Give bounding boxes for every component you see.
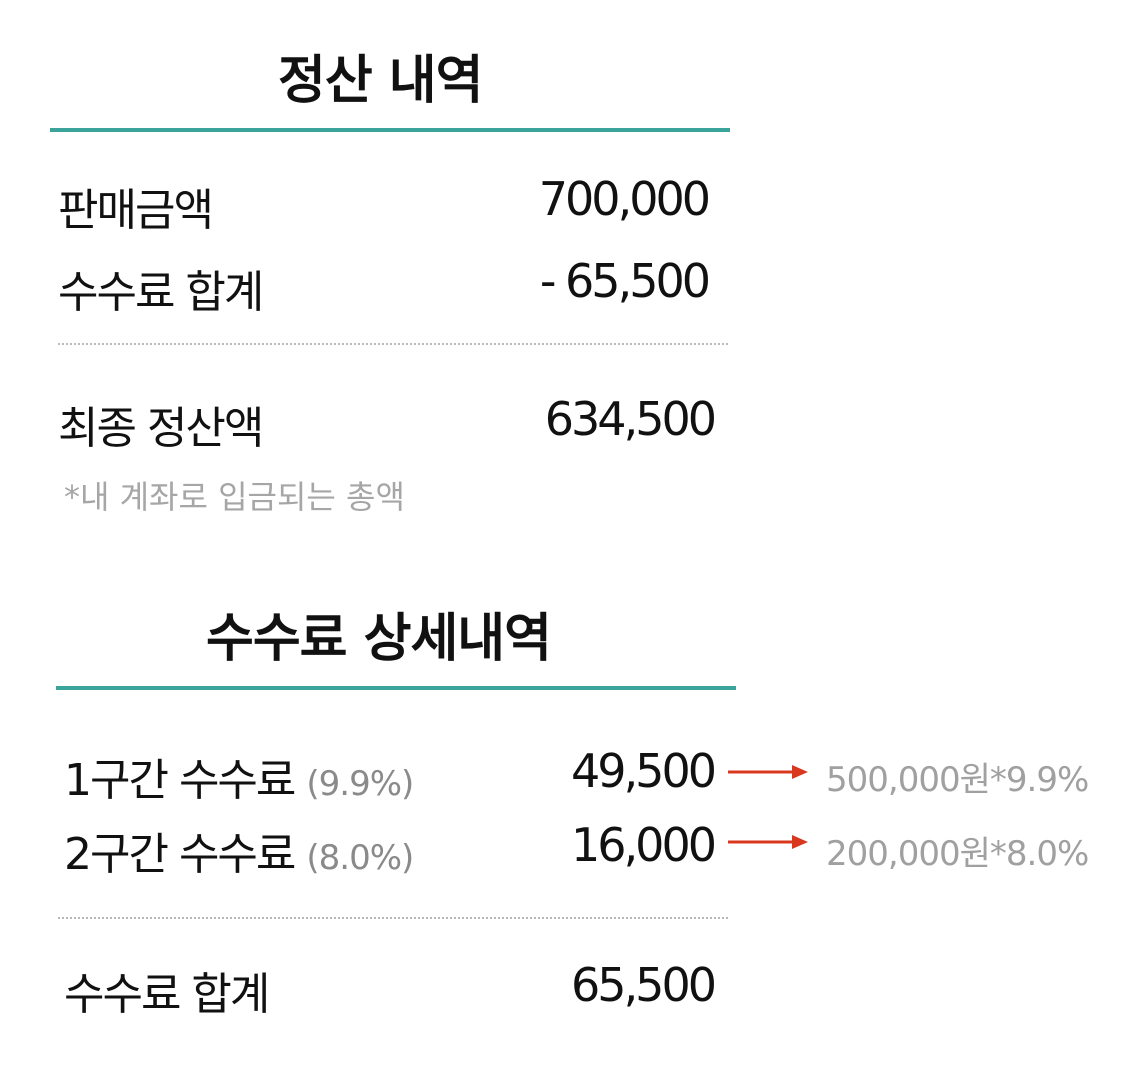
tier1-fee-rate: (9.9%) [306,764,414,804]
settlement-divider [58,343,728,345]
final-amount-value: 634,500 [544,392,717,446]
sales-amount-value: 700,000 [538,172,711,226]
fee-detail-divider [58,917,728,919]
fee-detail-title-rule [56,686,736,690]
final-amount-note: *내 계좌로 입금되는 총액 [64,478,405,516]
fee-detail-title: 수수료 상세내역 [206,609,552,669]
tier1-fee-label: 1구간 수수료 (9.9%) [64,744,414,808]
tier1-fee-value: 49,500 [571,744,717,798]
fee-total-value: - 65,500 [539,254,711,308]
settlement-title-rule [50,128,730,132]
final-amount-label: 최종 정산액 [58,403,264,454]
tier1-fee-label-text: 1구간 수수료 [64,755,296,806]
fee-detail-total-label: 수수료 합계 [64,969,270,1020]
tier2-fee-rate: (8.0%) [306,838,414,878]
tier1-arrow-icon [728,765,808,779]
settlement-title: 정산 내역 [278,51,483,111]
tier1-fee-calc: 500,000원*9.9% [826,760,1089,800]
tier2-fee-calc: 200,000원*8.0% [826,834,1089,874]
fee-total-label: 수수료 합계 [58,267,264,318]
tier2-fee-value: 16,000 [571,818,717,872]
sales-amount-label: 판매금액 [58,185,214,236]
tier2-fee-label: 2구간 수수료 (8.0%) [64,818,414,882]
tier2-fee-label-text: 2구간 수수료 [64,829,296,880]
fee-detail-total-value: 65,500 [571,958,717,1012]
tier2-arrow-icon [728,835,808,849]
